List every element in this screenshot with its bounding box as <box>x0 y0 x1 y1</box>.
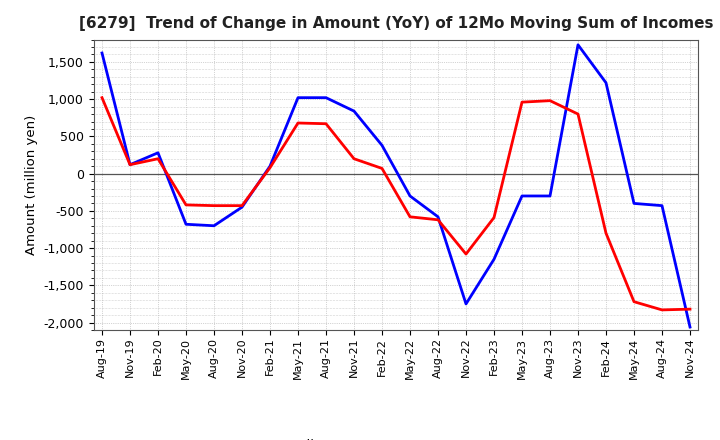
Ordinary Income <box>322 95 330 100</box>
Title: [6279]  Trend of Change in Amount (YoY) of 12Mo Moving Sum of Incomes: [6279] Trend of Change in Amount (YoY) o… <box>78 16 714 32</box>
Ordinary Income <box>518 193 526 198</box>
Legend: Ordinary Income, Net Income: Ordinary Income, Net Income <box>238 433 554 440</box>
Net Income <box>350 156 359 161</box>
Net Income <box>433 217 442 223</box>
Net Income <box>602 231 611 236</box>
Ordinary Income <box>126 162 135 167</box>
Line: Ordinary Income: Ordinary Income <box>102 45 690 327</box>
Ordinary Income <box>238 205 246 210</box>
Line: Net Income: Net Income <box>102 98 690 310</box>
Net Income <box>490 215 498 220</box>
Ordinary Income <box>685 324 694 330</box>
Net Income <box>462 251 470 257</box>
Net Income <box>238 203 246 208</box>
Ordinary Income <box>210 223 218 228</box>
Net Income <box>181 202 190 208</box>
Ordinary Income <box>546 193 554 198</box>
Net Income <box>266 165 274 170</box>
Net Income <box>518 99 526 105</box>
Ordinary Income <box>602 80 611 85</box>
Net Income <box>322 121 330 126</box>
Ordinary Income <box>181 222 190 227</box>
Net Income <box>210 203 218 208</box>
Net Income <box>126 162 135 167</box>
Net Income <box>574 111 582 117</box>
Ordinary Income <box>350 108 359 114</box>
Ordinary Income <box>630 201 639 206</box>
Y-axis label: Amount (million yen): Amount (million yen) <box>25 115 38 255</box>
Net Income <box>378 166 387 171</box>
Net Income <box>685 307 694 312</box>
Ordinary Income <box>574 42 582 48</box>
Ordinary Income <box>378 143 387 148</box>
Net Income <box>294 121 302 126</box>
Ordinary Income <box>433 214 442 220</box>
Net Income <box>98 95 107 100</box>
Ordinary Income <box>405 193 414 198</box>
Ordinary Income <box>657 203 666 208</box>
Ordinary Income <box>462 301 470 307</box>
Net Income <box>546 98 554 103</box>
Ordinary Income <box>294 95 302 100</box>
Ordinary Income <box>266 164 274 169</box>
Ordinary Income <box>98 50 107 55</box>
Net Income <box>153 156 162 161</box>
Ordinary Income <box>153 150 162 155</box>
Net Income <box>405 214 414 220</box>
Net Income <box>630 299 639 304</box>
Ordinary Income <box>490 257 498 262</box>
Net Income <box>657 307 666 312</box>
